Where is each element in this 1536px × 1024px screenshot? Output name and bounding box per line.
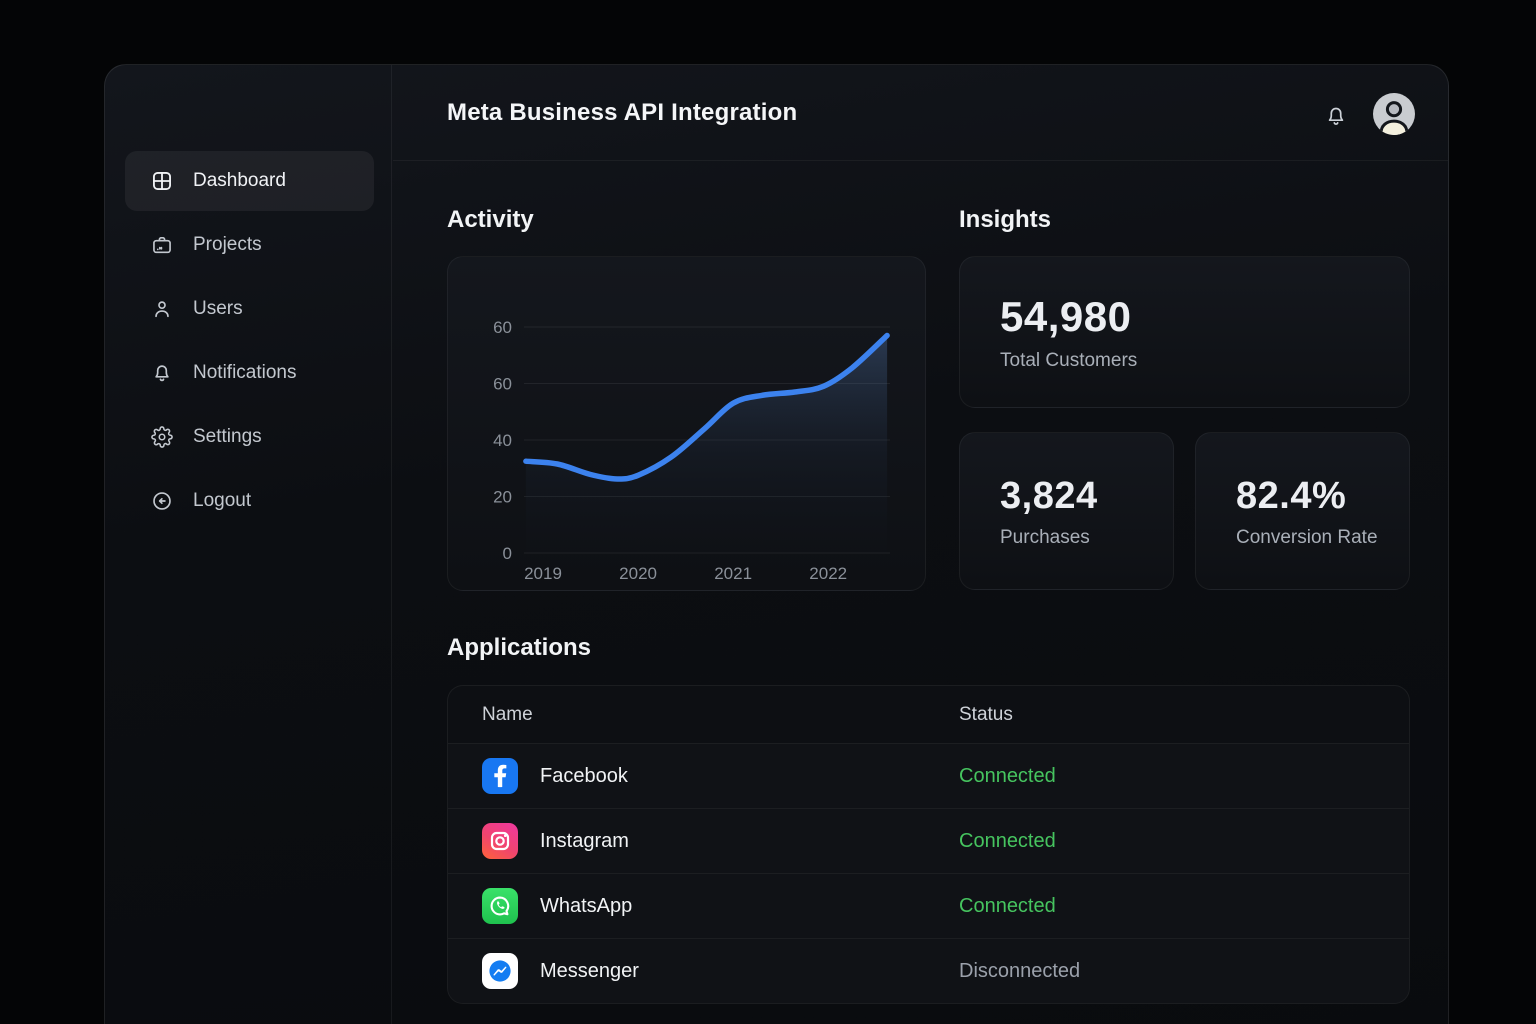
svg-text:2022: 2022 [809,564,847,583]
total-customers-value: 54,980 [1000,293,1132,340]
applications-heading: Applications [447,634,592,661]
table-row-whatsapp[interactable]: WhatsApp Connected [448,873,1409,938]
table-row-facebook[interactable]: Facebook Connected [448,743,1409,808]
main-area: Meta Business API Integration [393,65,1448,1024]
activity-line-chart: 0 20 40 60 60 2019 2020 2021 2022 [493,318,890,583]
status-text: Connected [959,829,1056,852]
sidebar-item-users[interactable]: Users [125,279,374,339]
purchases-card: 3,824 Purchases [959,432,1174,590]
sidebar-item-settings[interactable]: Settings [125,407,374,467]
sidebar-item-notifications[interactable]: Notifications [125,343,374,403]
activity-chart-card: 0 20 40 60 60 2019 2020 2021 2022 [447,256,926,591]
svg-text:2020: 2020 [619,564,657,583]
sidebar-item-dashboard[interactable]: Dashboard [125,151,374,211]
svg-text:2021: 2021 [714,564,752,583]
app-name: Facebook [540,764,628,787]
briefcase-icon [151,234,173,256]
user-icon [151,298,173,320]
header: Meta Business API Integration [393,65,1448,161]
app-name: WhatsApp [540,894,633,917]
svg-text:60: 60 [493,375,512,394]
sidebar-item-logout[interactable]: Logout [125,471,374,531]
page-title: Meta Business API Integration [447,98,798,126]
status-text: Connected [959,764,1056,787]
app-window: Dashboard Projects Users [104,64,1449,1024]
svg-text:20: 20 [493,488,512,507]
gear-icon [151,426,173,448]
whatsapp-icon [482,888,518,924]
sidebar-item-label: Dashboard [193,170,286,191]
column-header-name: Name [482,703,533,725]
user-avatar-icon[interactable] [1373,93,1415,135]
notifications-button[interactable] [1324,104,1348,128]
svg-text:2019: 2019 [524,564,562,583]
insights-heading: Insights [959,206,1052,233]
conversion-rate-card: 82.4% Conversion Rate [1195,432,1410,590]
sidebar-item-label: Projects [193,234,262,255]
sidebar-nav: Dashboard Projects Users [125,151,374,535]
table-row-messenger[interactable]: Messenger Disconnected [448,938,1409,1003]
applications-table: Name Status Facebook Connected [447,685,1410,1004]
facebook-icon [482,758,518,794]
sidebar-item-label: Users [193,298,243,319]
svg-text:40: 40 [493,431,512,450]
column-header-status: Status [959,703,1013,725]
status-text: Connected [959,894,1056,917]
purchases-value: 3,824 [1000,475,1098,517]
sidebar-item-projects[interactable]: Projects [125,215,374,275]
purchases-label: Purchases [1000,527,1090,548]
conversion-rate-label: Conversion Rate [1236,527,1378,548]
conversion-rate-value: 82.4% [1236,475,1347,517]
sidebar-item-label: Logout [193,490,252,511]
svg-text:60: 60 [493,318,512,337]
table-row-instagram[interactable]: Instagram Connected [448,808,1409,873]
messenger-icon [482,953,518,989]
activity-heading: Activity [447,206,534,233]
status-text: Disconnected [959,959,1081,982]
table-header-row: Name Status [448,686,1409,743]
total-customers-label: Total Customers [1000,350,1138,371]
sidebar: Dashboard Projects Users [105,65,392,1024]
logout-icon [151,490,173,512]
sidebar-item-label: Notifications [193,362,297,383]
total-customers-card: 54,980 Total Customers [959,256,1410,408]
svg-text:0: 0 [503,544,512,563]
instagram-icon [482,823,518,859]
content: Activity 0 20 40 60 60 2019 2020 2021 2022 Insig… [447,161,1410,1004]
bell-icon [151,362,173,384]
sidebar-item-label: Settings [193,426,262,447]
bell-icon [1324,104,1348,128]
dashboard-grid-icon [151,170,173,192]
app-name: Instagram [540,829,629,852]
app-name: Messenger [540,959,639,982]
